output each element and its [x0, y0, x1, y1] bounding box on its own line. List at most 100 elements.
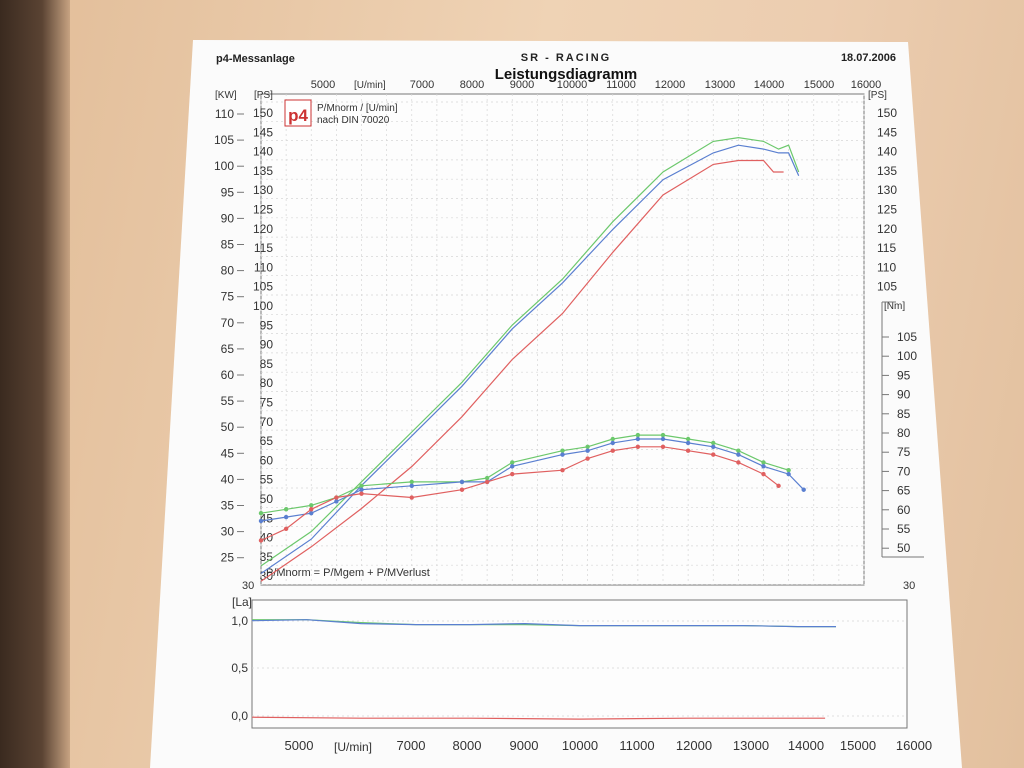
ps-tick-label: 90 — [260, 338, 274, 352]
green-data-point — [560, 448, 565, 453]
blue-data-point — [510, 464, 515, 469]
rpm-top-tick-label: 15000 — [804, 79, 835, 91]
nm-tick-label: 70 — [897, 464, 911, 478]
header-left: p4-Messanlage — [216, 53, 295, 65]
rpm-top-tick-label: 16000 — [851, 79, 882, 91]
green-data-point — [309, 503, 314, 508]
red-series-line — [260, 159, 784, 582]
ps-right-tick-label: 145 — [877, 125, 897, 139]
green-series-line — [260, 136, 800, 567]
la-unit-label: [La] — [232, 595, 252, 609]
blue-data-point — [736, 452, 741, 457]
kw-tick-label: 40 — [221, 472, 235, 486]
kw-tick-label: 65 — [221, 342, 235, 356]
ps-tick-label: 50 — [260, 492, 274, 506]
blue-data-point — [334, 499, 339, 504]
green-data-point — [283, 507, 289, 512]
ps-tick-label: 70 — [260, 415, 274, 429]
nm-tick-label: 60 — [897, 503, 911, 517]
green-data-point — [585, 444, 590, 450]
red-data-point — [776, 483, 781, 489]
blue-data-point — [786, 471, 791, 477]
rpm-top-tick-label: 7000 — [410, 79, 434, 91]
green-data-point — [635, 432, 641, 438]
power-curves — [260, 136, 800, 582]
nm-tick-label: 75 — [897, 445, 911, 459]
ps-right-tick-label: 130 — [877, 183, 897, 197]
lambda-grid — [252, 620, 907, 717]
blue-series-line — [260, 438, 805, 522]
red-series-line — [251, 716, 826, 720]
red-data-point — [283, 526, 289, 531]
nm-bottom-label: 30 — [242, 580, 254, 592]
green-data-point — [484, 475, 490, 481]
red-data-point — [685, 448, 691, 453]
ps-tick-label: 130 — [253, 183, 273, 197]
rpm-top-tick-label: 11000 — [606, 79, 636, 91]
chart-title: Leistungsdiagramm — [495, 66, 638, 83]
kw-tick-label: 35 — [221, 499, 235, 513]
rpm-bottom-tick-label: 10000 — [562, 738, 598, 753]
rpm-top-tick-label: 9000 — [510, 79, 534, 91]
ps-right-tick-label: 140 — [877, 145, 897, 159]
blue-data-point — [635, 436, 641, 442]
rpm-top-tick-label: 8000 — [460, 79, 484, 91]
rpm-bottom-tick-label: 8000 — [453, 738, 482, 753]
red-data-point — [610, 448, 615, 453]
lambda-plot-frame — [251, 599, 908, 729]
kw-tick-label: 80 — [221, 264, 235, 278]
ps-right-tick-label: 125 — [877, 203, 897, 217]
kw-tick-label: 30 — [221, 525, 235, 539]
kw-tick-label: 75 — [221, 290, 235, 304]
nm-tick-label: 90 — [897, 388, 911, 402]
nm-tick-label: 50 — [897, 541, 911, 555]
corner-30-right: 30 — [903, 580, 915, 592]
kw-tick-label: 100 — [214, 159, 234, 173]
formula-text: P/Mnorm = P/Mgem + P/MVerlust — [266, 567, 430, 579]
ps-right-tick-label: 120 — [877, 222, 897, 236]
ps-tick-label: 125 — [253, 203, 273, 217]
blue-data-point — [309, 510, 314, 516]
torque-curves — [258, 432, 806, 543]
rpm-top-tick-label: 13000 — [705, 79, 736, 91]
green-data-point — [761, 460, 766, 465]
blue-series-line — [260, 144, 800, 574]
rpm-top-unit-label: [U/min] — [354, 80, 386, 91]
green-data-point — [660, 432, 666, 438]
nm-tick-label: 105 — [897, 330, 917, 344]
kw-tick-label: 105 — [214, 133, 234, 147]
blue-data-point — [610, 440, 615, 446]
ps-tick-label: 110 — [254, 260, 273, 274]
ps-right-tick-label: 110 — [877, 260, 896, 274]
ps-unit-label: [PS] — [254, 90, 273, 101]
ps-tick-label: 75 — [260, 396, 274, 410]
red-data-point — [459, 487, 465, 492]
blue-data-point — [660, 436, 666, 442]
blue-data-point — [711, 444, 716, 450]
rpm-bottom-tick-label: 11000 — [619, 738, 654, 753]
blue-data-point — [258, 518, 264, 524]
header-center: SR - RACING — [521, 52, 611, 64]
rpm-bottom-tick-label: 15000 — [840, 738, 876, 753]
red-data-point — [585, 456, 590, 461]
red-data-point — [761, 471, 766, 477]
kw-unit-label: [KW] — [215, 90, 237, 101]
nm-tick-label: 55 — [897, 522, 911, 536]
ps-right-tick-label: 150 — [877, 106, 897, 120]
red-data-point — [409, 495, 414, 500]
blue-data-point — [560, 452, 565, 457]
rpm-bottom-tick-label: 9000 — [510, 738, 539, 753]
kw-tick-label: 50 — [221, 420, 235, 434]
blue-data-point — [585, 448, 590, 453]
rpm-bottom-tick-label: 16000 — [896, 738, 932, 753]
header-right: 18.07.2006 — [841, 52, 896, 64]
ps-tick-label: 105 — [253, 280, 273, 294]
nm-unit-label: [Nm] — [884, 301, 905, 312]
red-data-point — [711, 452, 716, 457]
blue-data-point — [359, 487, 364, 492]
green-data-point — [258, 510, 264, 516]
ps-right-tick-label: 115 — [877, 241, 896, 255]
ps-tick-label: 60 — [260, 453, 274, 467]
